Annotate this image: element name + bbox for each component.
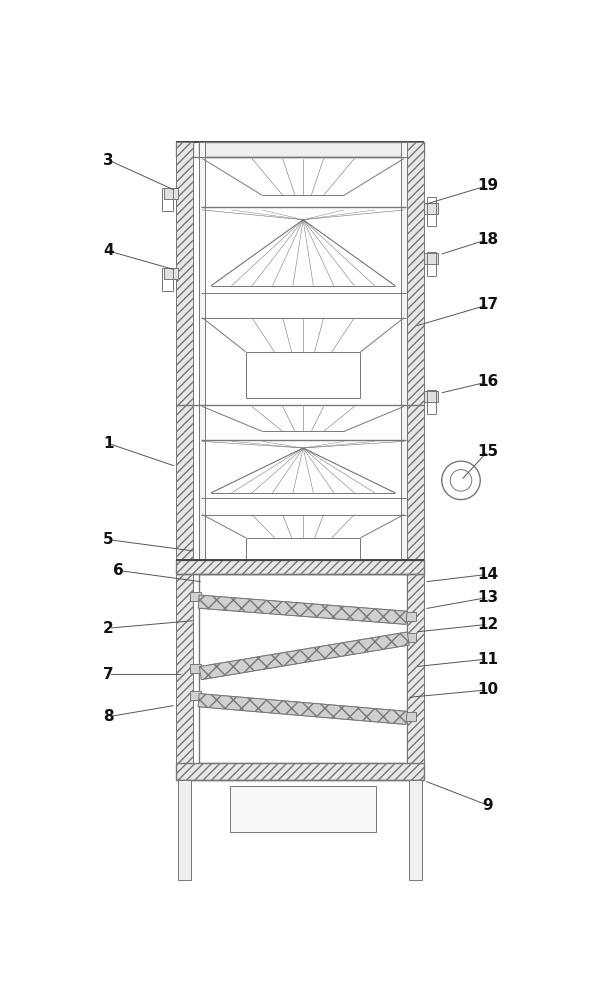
Bar xyxy=(199,405,407,574)
Bar xyxy=(424,203,438,214)
Text: 17: 17 xyxy=(477,297,498,312)
Bar xyxy=(176,574,193,763)
Text: 11: 11 xyxy=(477,652,498,666)
Bar xyxy=(164,188,178,199)
Text: 16: 16 xyxy=(477,374,499,389)
Text: 18: 18 xyxy=(477,232,498,247)
Circle shape xyxy=(450,470,472,491)
Bar xyxy=(424,253,438,264)
Bar xyxy=(199,157,407,405)
Text: 19: 19 xyxy=(477,178,498,193)
Bar xyxy=(427,252,436,276)
Bar xyxy=(405,612,417,621)
Bar xyxy=(199,142,407,157)
Text: 2: 2 xyxy=(103,621,114,636)
Bar xyxy=(407,142,424,157)
Bar xyxy=(162,188,173,211)
Text: 6: 6 xyxy=(113,563,124,578)
Bar xyxy=(190,592,201,601)
Bar xyxy=(405,633,417,642)
Text: 14: 14 xyxy=(477,567,498,582)
Bar xyxy=(407,142,424,573)
Bar xyxy=(176,763,424,780)
Text: 12: 12 xyxy=(477,617,499,632)
Bar xyxy=(407,574,424,763)
Bar xyxy=(401,142,407,573)
Polygon shape xyxy=(198,595,407,624)
Bar xyxy=(199,574,407,763)
Bar xyxy=(427,197,436,226)
Text: 5: 5 xyxy=(103,532,114,547)
Bar xyxy=(199,142,206,573)
Text: 1: 1 xyxy=(103,436,114,451)
Bar xyxy=(424,391,438,402)
Bar xyxy=(190,664,201,673)
Polygon shape xyxy=(198,694,407,724)
Text: 3: 3 xyxy=(103,153,114,168)
Text: 8: 8 xyxy=(103,709,114,724)
Text: 4: 4 xyxy=(103,243,114,258)
Bar xyxy=(176,142,193,573)
Bar xyxy=(176,142,193,157)
Text: 15: 15 xyxy=(477,444,498,459)
Bar xyxy=(409,780,423,880)
Polygon shape xyxy=(199,632,409,680)
Text: 13: 13 xyxy=(477,590,498,605)
Bar xyxy=(190,691,201,700)
Text: 7: 7 xyxy=(103,667,114,682)
Bar xyxy=(178,780,191,880)
Bar xyxy=(176,560,424,574)
Bar xyxy=(405,712,417,721)
Bar xyxy=(162,268,173,291)
Circle shape xyxy=(442,461,480,500)
Bar xyxy=(427,389,436,414)
Bar xyxy=(230,786,376,832)
Bar xyxy=(164,268,178,279)
Text: 9: 9 xyxy=(483,798,493,813)
Text: 10: 10 xyxy=(477,682,498,697)
